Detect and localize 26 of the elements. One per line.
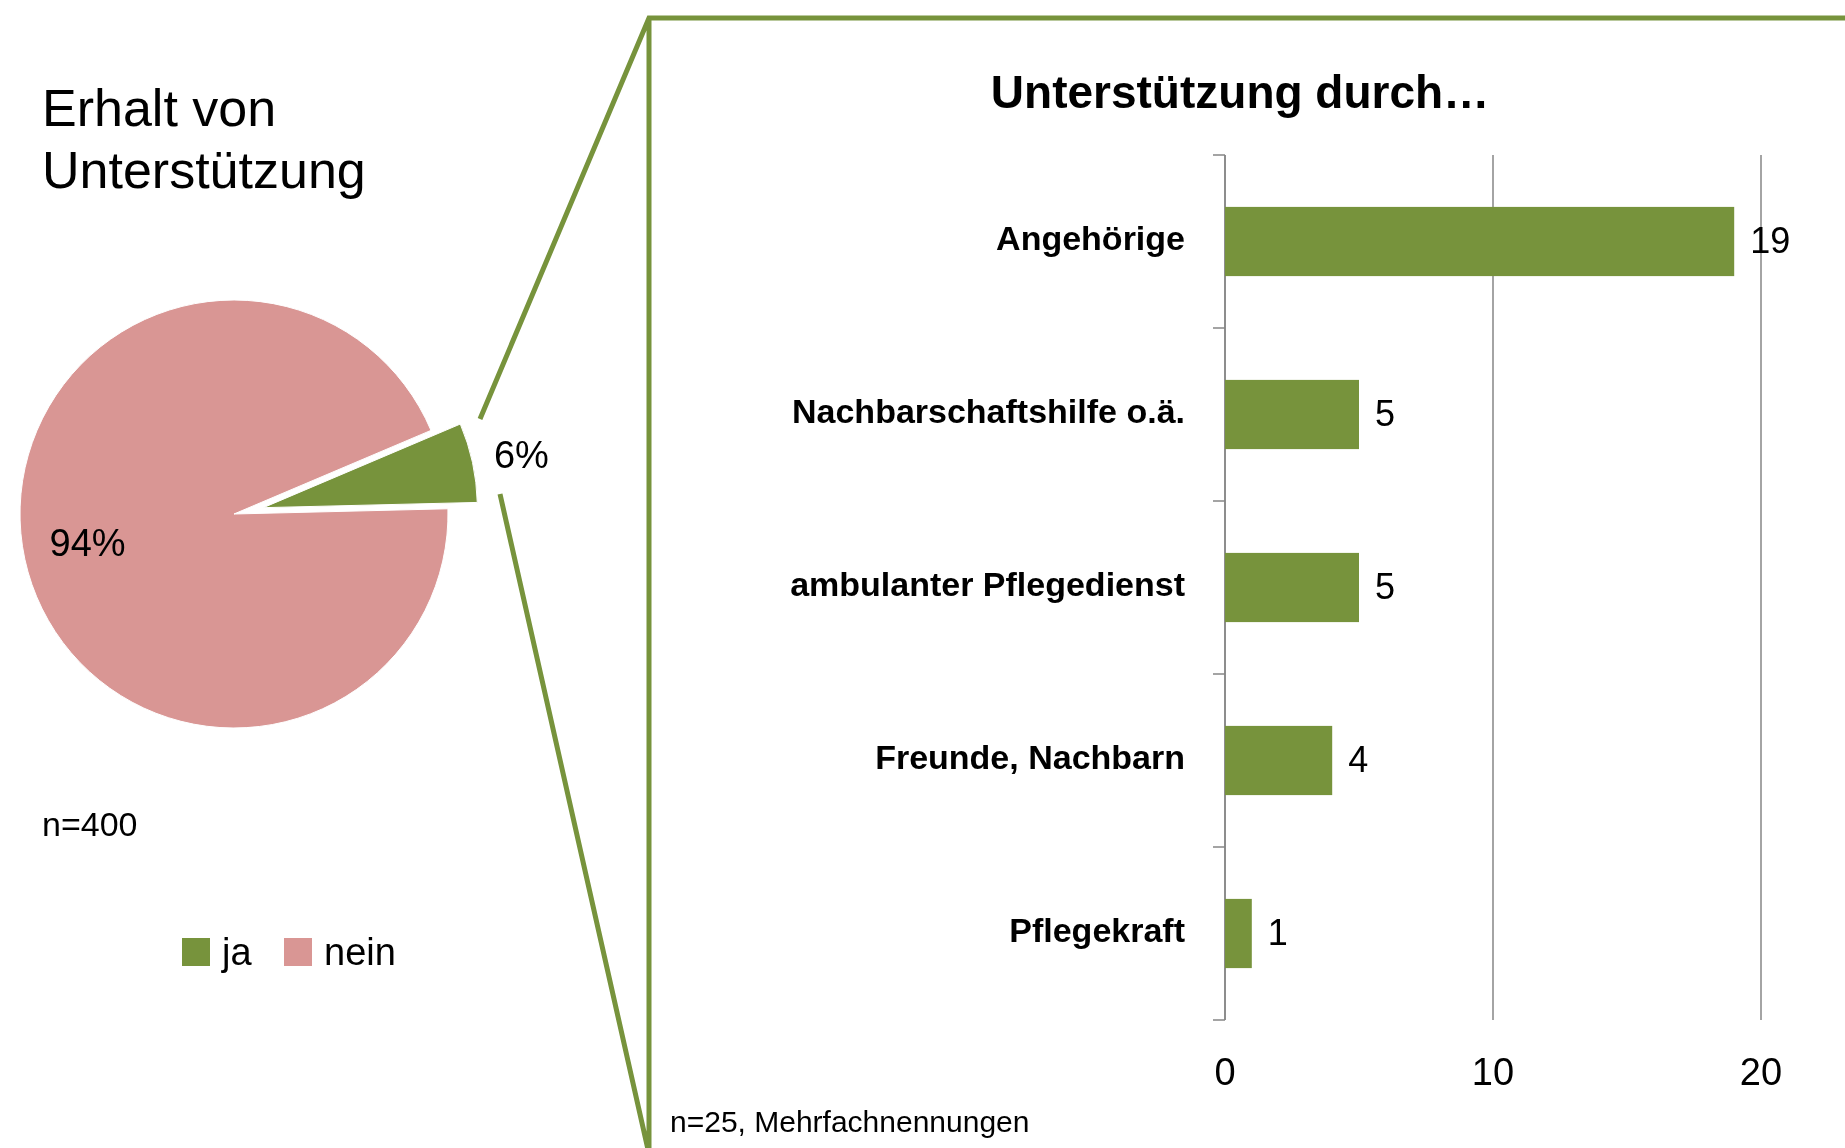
chart-title: Unterstützung durch… — [990, 66, 1490, 118]
y-tick-label: Angehörige — [996, 219, 1185, 258]
chart-title: Erhalt von Unterstützung — [42, 79, 366, 199]
data-label: 5 — [1375, 393, 1396, 435]
x-tick-label: 10 — [1471, 1051, 1515, 1093]
x-tick-label: 0 — [1214, 1051, 1236, 1093]
legend-label: ja — [221, 931, 253, 973]
text: n=400 — [42, 805, 138, 843]
x-tick-label: 20 — [1739, 1051, 1783, 1093]
data-label: 94% — [49, 521, 126, 564]
data-label: 4 — [1348, 739, 1369, 781]
text: n=25, Mehrfachnennungen — [670, 1105, 1030, 1138]
legend-label: nein — [324, 931, 396, 973]
bar — [1225, 206, 1735, 277]
y-tick-label: Pflegekraft — [1009, 911, 1185, 950]
data-label: 6% — [493, 433, 549, 476]
y-tick-label: ambulanter Pflegedienst — [790, 565, 1185, 604]
y-tick-label: Freunde, Nachbarn — [875, 738, 1185, 777]
bar — [1225, 379, 1359, 450]
data-label: 5 — [1375, 566, 1396, 608]
data-label: 19 — [1750, 220, 1791, 262]
y-tick-label: Nachbarschaftshilfe o.ä. — [791, 392, 1185, 431]
bar — [1225, 552, 1359, 623]
bar — [1225, 898, 1252, 969]
bar — [1225, 725, 1333, 796]
data-label: 1 — [1267, 912, 1288, 954]
